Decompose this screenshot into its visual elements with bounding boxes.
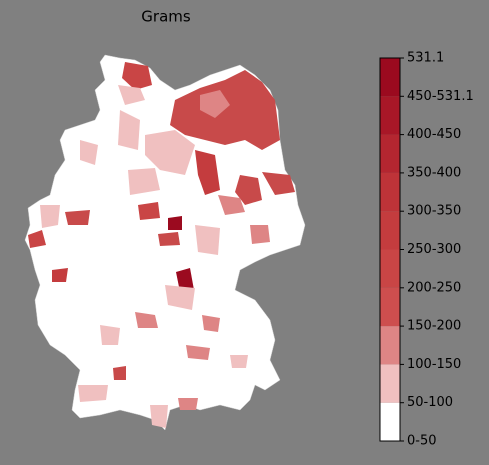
germany-map	[24, 54, 306, 431]
region	[195, 150, 220, 195]
colorbar-segment	[380, 172, 400, 212]
region	[230, 355, 248, 368]
region	[128, 168, 160, 195]
region	[135, 312, 158, 328]
colorbar-segment	[380, 58, 400, 97]
colorbar-segment	[380, 402, 400, 441]
colorbar-label: 150-200	[407, 319, 461, 334]
region	[195, 225, 220, 255]
region	[40, 205, 60, 228]
region	[165, 285, 195, 310]
colorbar-label: 200-250	[407, 280, 461, 295]
colorbar: 0-50 50-100 100-150 150-200 200-250 250-300 30…	[379, 51, 474, 449]
colorbar-label: 0-50	[407, 434, 437, 449]
colorbar-segment	[380, 287, 400, 327]
colorbar-segment	[380, 326, 400, 365]
region	[178, 398, 198, 410]
region	[122, 62, 152, 90]
region	[250, 225, 270, 244]
region	[52, 268, 68, 282]
map-title: Grams	[141, 8, 191, 26]
region	[150, 405, 168, 428]
region	[113, 366, 126, 380]
region	[170, 70, 280, 150]
region	[218, 195, 245, 215]
colorbar-segment	[380, 211, 400, 250]
region	[100, 325, 120, 345]
colorbar-label: 531.1	[407, 51, 444, 66]
colorbar-label: 250-300	[407, 242, 461, 257]
colorbar-label: 350-400	[407, 165, 461, 180]
region	[202, 315, 220, 332]
colorbar-label: 400-450	[407, 127, 461, 142]
region	[80, 140, 98, 165]
region	[168, 216, 182, 230]
region	[200, 90, 230, 118]
region	[28, 230, 46, 248]
colorbar-label: 450-531.1	[407, 89, 474, 104]
region	[145, 130, 195, 175]
region	[176, 268, 194, 292]
region	[78, 385, 108, 402]
colorbar-segment	[380, 249, 400, 288]
region	[235, 175, 262, 205]
region	[158, 232, 180, 246]
region	[138, 202, 160, 220]
region	[118, 85, 145, 105]
region	[262, 172, 295, 195]
colorbar-label: 50-100	[407, 395, 453, 410]
region	[118, 110, 140, 150]
colorbar-label: 300-350	[407, 204, 461, 219]
colorbar-label: 100-150	[407, 357, 461, 372]
region	[65, 210, 90, 225]
colorbar-segment	[380, 134, 400, 173]
region	[186, 345, 210, 360]
colorbar-segment	[380, 96, 400, 135]
colorbar-segment	[380, 364, 400, 403]
